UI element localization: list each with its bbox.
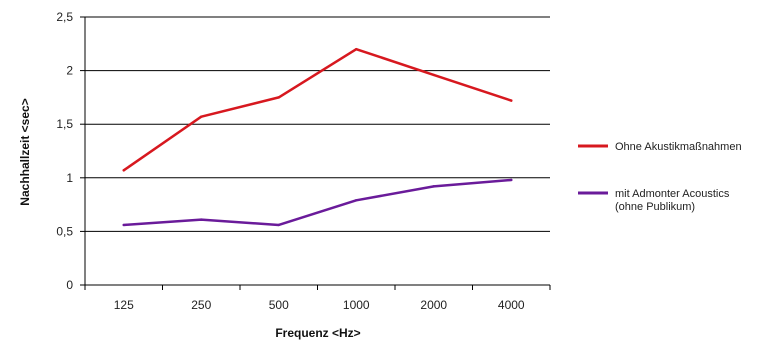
data-point [432, 185, 435, 188]
data-point [510, 99, 513, 102]
data-point [432, 73, 435, 77]
x-axis-ticks: 125 250 500 1000 2000 4000 [84, 285, 551, 312]
x-tick-label: 125 [114, 298, 134, 312]
data-point [122, 169, 125, 172]
data-point [510, 178, 513, 182]
legend-label: mit Admonter Acoustics (ohne Publikum) [615, 188, 730, 213]
data-point [355, 47, 358, 51]
legend: Ohne Akustikmaßnahmen mit Admonter Acoust… [578, 141, 742, 213]
series-line-0 [122, 47, 513, 172]
x-tick-label: 1000 [343, 298, 370, 312]
x-tick-label: 2000 [420, 298, 447, 312]
series-line-1 [122, 178, 513, 227]
data-point [200, 115, 203, 118]
data-point [277, 223, 280, 227]
y-tick-label: 0,5 [56, 224, 73, 238]
legend-label: Ohne Akustikmaßnahmen [615, 141, 742, 153]
x-axis-title: Frequenz <Hz> [275, 326, 360, 340]
x-tick-label: 500 [269, 298, 289, 312]
grid-lines [85, 16, 550, 232]
data-point [277, 96, 280, 99]
x-tick-label: 4000 [498, 298, 525, 312]
y-tick-label: 0 [66, 278, 73, 292]
y-axis-title: Nachhallzeit <sec> [18, 98, 32, 205]
data-point [200, 218, 203, 221]
data-point [355, 199, 358, 202]
y-tick-label: 2 [66, 64, 73, 78]
data-point [122, 223, 125, 227]
y-tick-label: 1 [66, 171, 73, 185]
series-group [122, 47, 513, 227]
y-tick-label: 2,5 [56, 10, 73, 24]
y-axis-ticks: 0 0,5 1 1,5 2 2,5 [56, 10, 85, 292]
y-tick-label: 1,5 [56, 117, 73, 131]
x-tick-label: 250 [191, 298, 211, 312]
